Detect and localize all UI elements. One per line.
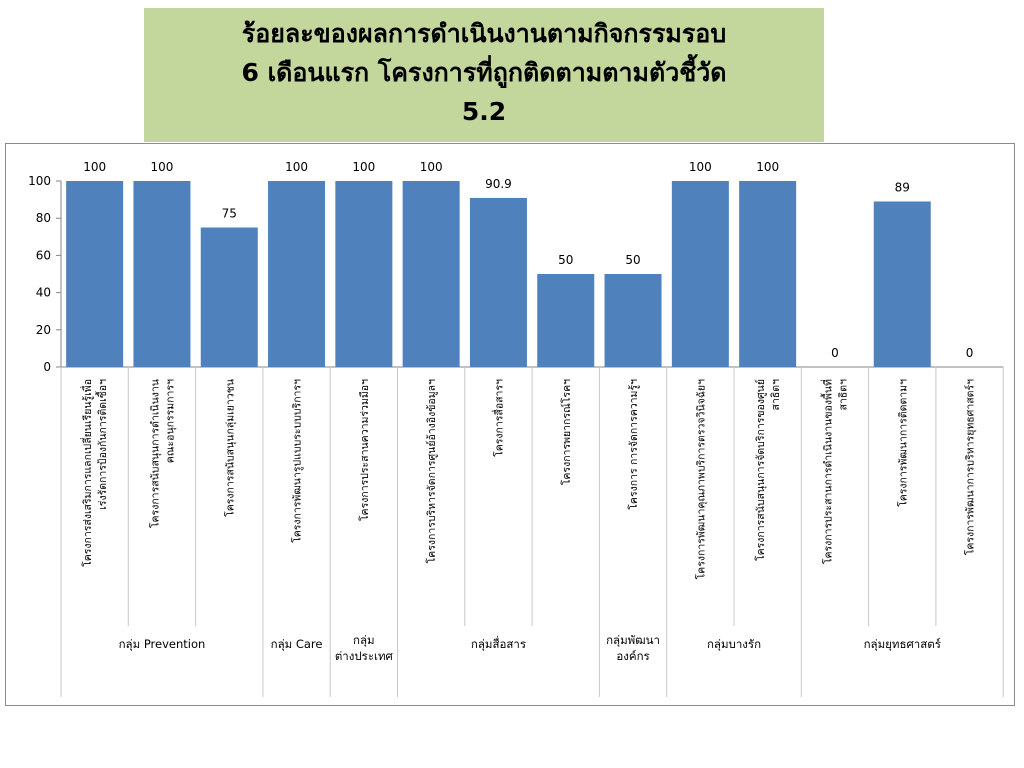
bar	[133, 181, 191, 367]
category-label: สาธิตฯ	[770, 379, 782, 411]
category-label: โครงการสนับสนุนการจัดบริการของศูนย์	[754, 379, 767, 561]
category-label: โครงการบริหารจัดการศูนย์อ้างอิงข้อมูลฯ	[425, 379, 438, 564]
chart-title-line-3: 5.2	[461, 97, 507, 126]
y-tick-label: 0	[43, 360, 51, 374]
group-label: กลุ่มยุทธศาสตร์	[864, 637, 941, 651]
data-label: 100	[83, 160, 106, 174]
chart-title-line-1: ร้อยละของผลการดำเนินงานตามกิจกรรมรอบ	[241, 19, 727, 48]
bar	[739, 181, 797, 367]
group-label: กลุ่ม	[353, 633, 375, 647]
category-label: เร่งรัดการป้องกันการติดเชื้อฯ	[95, 379, 109, 510]
y-tick-label: 40	[36, 286, 51, 300]
data-label: 50	[558, 253, 573, 267]
group-label: กลุ่ม Prevention	[119, 637, 206, 651]
category-label: โครงการพัฒนาการบริหารยุทธศาสตร์ฯ	[964, 379, 977, 555]
bar	[335, 181, 393, 367]
data-label: 50	[625, 253, 640, 267]
bar	[268, 181, 326, 367]
data-label: 0	[831, 346, 839, 360]
category-label: โครงการ การจัดการความรู้ฯ	[627, 379, 640, 510]
group-label: กลุ่มสื่อสาร	[471, 636, 526, 651]
bar	[402, 181, 460, 367]
data-label: 89	[895, 180, 910, 194]
y-tick-label: 20	[36, 323, 51, 337]
bar	[604, 274, 662, 367]
bar	[671, 181, 729, 367]
chart-frame: 0 20 40 60 80 100 100 100 75 100 100 100 90.9 50 50 100…	[5, 143, 1015, 706]
data-label: 75	[222, 207, 237, 221]
category-label: โครงการพัฒนาคุณภาพบริการตรวจวินิจฉัยฯ	[694, 379, 707, 580]
y-tick-label: 60	[36, 248, 51, 262]
group-label: ต่างประเทศ	[335, 649, 394, 663]
data-label: 0	[966, 346, 974, 360]
bar	[873, 201, 931, 367]
group-label: กลุ่ม Care	[271, 637, 323, 651]
data-label: 100	[756, 160, 779, 174]
bar	[537, 274, 595, 367]
data-label: 100	[285, 160, 308, 174]
category-label: โครงการส่งเสริมการแลกเปลี่ยนเรียนรู้เพื่…	[80, 379, 94, 567]
category-label: โครงการสนับสนุนการดำเนินงาน	[148, 379, 161, 528]
y-tick-label: 100	[28, 174, 51, 188]
data-label: 90.9	[485, 177, 512, 191]
category-label: โครงการประสานความร่วมมือฯ	[358, 379, 371, 521]
category-label: โครงการสนับสนุนกลุ่มเยาวชน	[223, 379, 236, 517]
category-label: สาธิตฯ	[837, 379, 849, 411]
bar	[469, 197, 527, 367]
bar	[66, 181, 124, 367]
category-label: โครงการพัฒนาการติดตามฯ	[896, 379, 909, 507]
category-label: คณะอนุกรรมการฯ	[164, 379, 176, 463]
category-label: โครงการสื่อสารฯ	[491, 379, 505, 457]
group-label: องค์กร	[616, 649, 649, 663]
y-tick-label: 80	[36, 211, 51, 225]
data-label: 100	[420, 160, 443, 174]
group-label: กลุ่มบางรัก	[707, 637, 761, 651]
bar-chart: 0 20 40 60 80 100 100 100 75 100 100 100 90.9 50 50 100…	[28, 160, 1004, 697]
chart-title-box: ร้อยละของผลการดำเนินงานตามกิจกรรมรอบ 6 เ…	[144, 8, 824, 142]
category-label: โครงการพยากรณ์โรคฯ	[560, 379, 573, 485]
group-label: กลุ่มพัฒนา	[606, 633, 660, 647]
chart-title-line-2: 6 เดือนแรก โครงการที่ถูกติดตามตามตัวชี้ว…	[241, 58, 727, 87]
category-label: โครงการพัฒนารูปแบบระบบบริการฯ	[291, 379, 304, 543]
data-label: 100	[689, 160, 712, 174]
data-label: 100	[150, 160, 173, 174]
data-label: 100	[352, 160, 375, 174]
bar	[200, 227, 258, 367]
category-label: โครงการประสานการดำเนินงานของพื้นที่	[820, 379, 834, 564]
